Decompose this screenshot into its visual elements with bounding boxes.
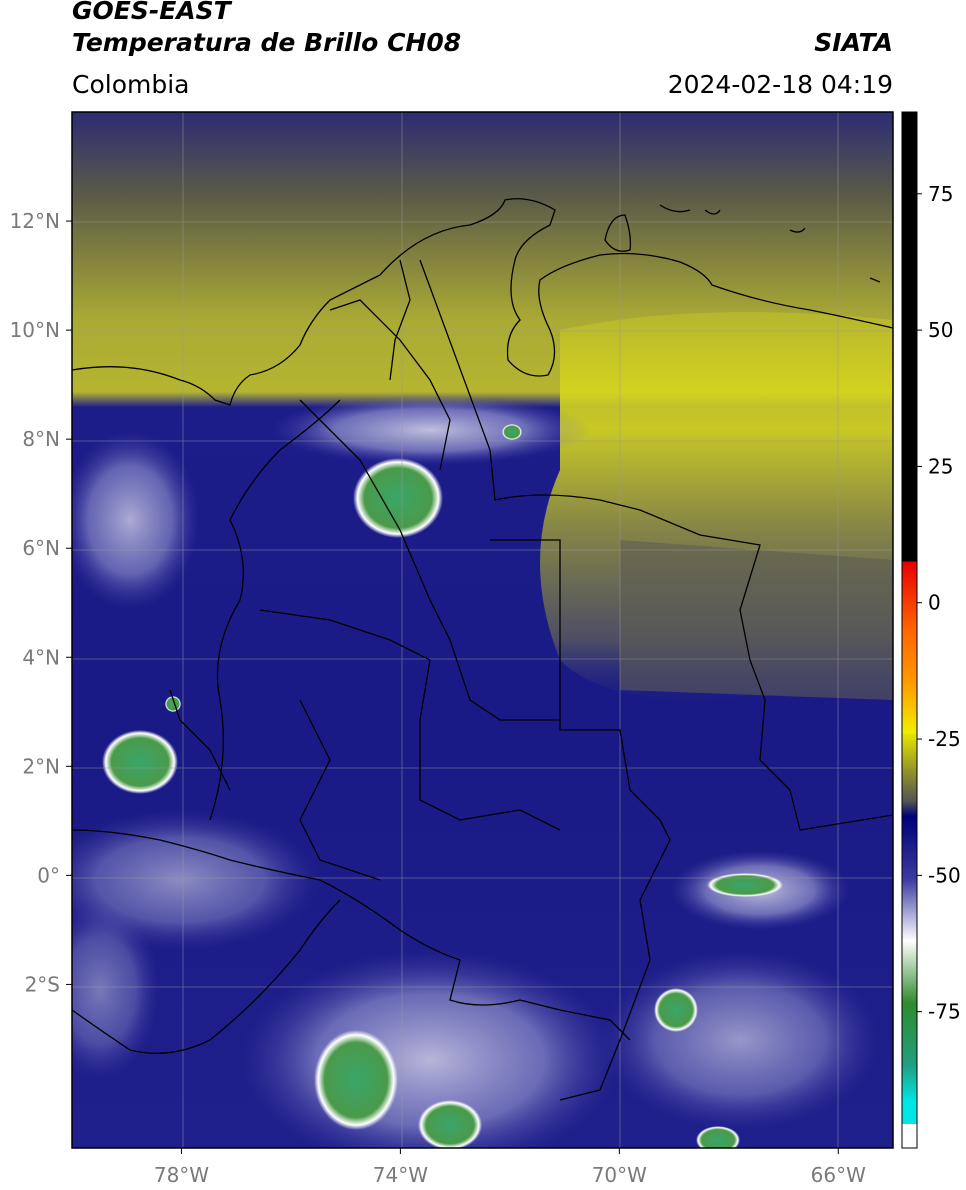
lat-tick-label: 12°N	[10, 209, 60, 233]
colorbar-tick-label: 75	[928, 182, 953, 206]
lat-tick-label: 2°S	[25, 972, 60, 996]
organization-label: SIATA	[814, 28, 893, 57]
datetime-label: 2024-02-18 04:19	[667, 70, 893, 99]
colorbar-tick-label: 50	[928, 318, 953, 342]
borders-coastlines	[72, 198, 893, 1101]
lat-tick-label: 10°N	[10, 318, 60, 342]
lat-tick-label: 2°N	[22, 754, 60, 778]
map-frame	[71, 111, 894, 1149]
colorbar-tick-label: -75	[928, 1000, 961, 1024]
colorbar-ticks: 75 50 25 0 -25 -50 -75	[917, 182, 961, 1024]
lon-tick-label: 70°W	[592, 1163, 647, 1187]
lon-tick-label: 66°W	[811, 1163, 866, 1187]
colorbar-tick-label: -50	[928, 863, 961, 887]
title-product: Temperatura de Brillo CH08	[72, 28, 462, 57]
colorbar-tick-label: 25	[928, 454, 953, 478]
lat-tick-label: 0°	[37, 863, 60, 887]
region-label: Colombia	[72, 70, 190, 99]
lon-tick-label: 74°W	[373, 1163, 428, 1187]
colorbar-tick-label: -25	[928, 727, 961, 751]
colorbar	[901, 111, 918, 1149]
lat-tick-label: 8°N	[22, 427, 60, 451]
longitude-ticks: 78°W 74°W 70°W 66°W	[154, 1148, 866, 1187]
title-satellite: GOES-EAST	[72, 0, 231, 25]
satellite-imagery	[72, 112, 893, 1148]
latitude-ticks: 12°N 10°N 8°N 6°N 4°N 2°N 0° 2°S	[10, 209, 72, 996]
gridlines	[72, 112, 893, 1148]
lon-tick-label: 78°W	[154, 1163, 209, 1187]
colorbar-tick-label: 0	[928, 591, 941, 615]
lat-tick-label: 6°N	[22, 536, 60, 560]
lat-tick-label: 4°N	[22, 645, 60, 669]
